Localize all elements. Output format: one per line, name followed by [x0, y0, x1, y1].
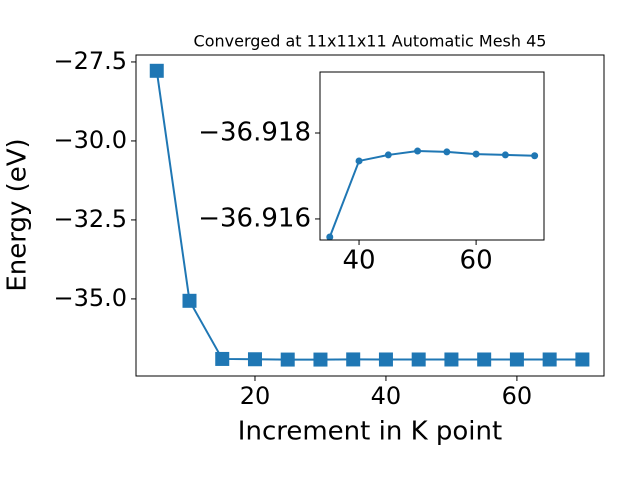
marker: [149, 63, 164, 78]
x-tick-label: 60: [460, 246, 493, 276]
y-axis-label: Energy (eV): [3, 138, 33, 291]
marker: [346, 352, 361, 367]
x-tick-label: 60: [502, 382, 533, 410]
x-axis-label: Increment in K point: [238, 417, 502, 447]
marker: [313, 352, 328, 367]
y-tick-label: −36.918: [198, 118, 311, 148]
x-tick-label: 40: [371, 382, 402, 410]
marker: [280, 352, 295, 367]
marker: [509, 352, 524, 367]
marker: [531, 152, 539, 160]
marker: [355, 157, 363, 165]
marker: [501, 151, 509, 159]
y-tick-label: −35.0: [53, 284, 127, 312]
marker: [411, 352, 426, 367]
marker: [472, 150, 480, 158]
chart-title: Converged at 11x11x11 Automatic Mesh 45: [194, 32, 547, 51]
marker: [444, 352, 459, 367]
x-tick-label: 20: [240, 382, 271, 410]
marker: [384, 151, 392, 159]
y-tick-label: −32.5: [53, 205, 127, 233]
marker: [414, 147, 422, 155]
series-line: [328, 150, 535, 238]
axes-frame: [319, 71, 545, 241]
x-tick-label: 40: [342, 246, 375, 276]
marker: [247, 352, 262, 367]
marker: [326, 233, 334, 241]
y-tick-label: −36.916: [198, 203, 311, 233]
marker: [215, 351, 230, 366]
marker: [182, 293, 197, 308]
marker: [378, 352, 393, 367]
marker: [575, 352, 590, 367]
axes-frame: [135, 54, 605, 377]
marker: [477, 352, 492, 367]
marker: [542, 352, 557, 367]
marker: [443, 148, 451, 156]
y-tick-label: −27.5: [53, 47, 127, 75]
y-tick-label: −30.0: [53, 126, 127, 154]
